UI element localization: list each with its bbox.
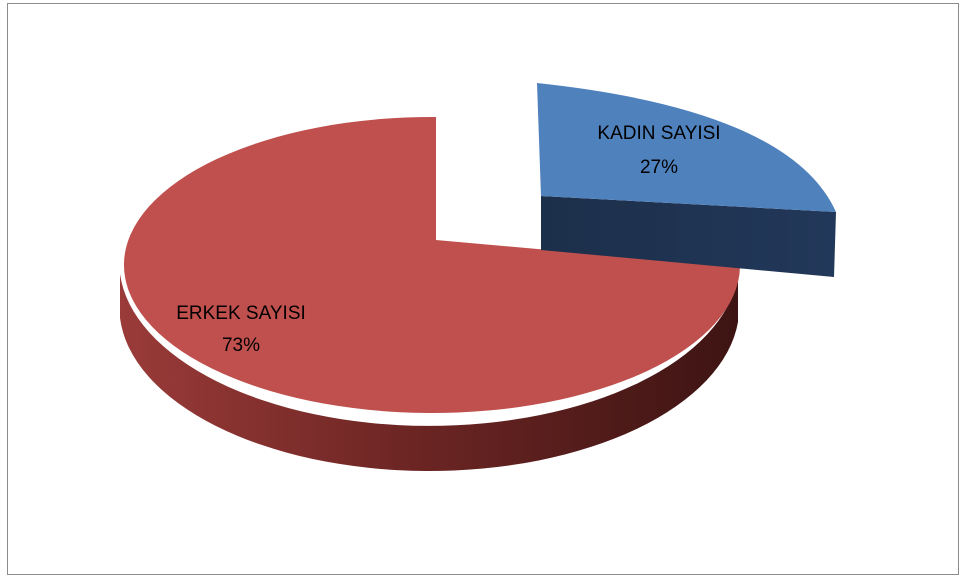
slice-kadin-side xyxy=(541,196,836,277)
slice-erkek-side xyxy=(120,274,738,471)
slice-kadin-top xyxy=(537,83,836,212)
slice-label-kadin: KADIN SAYISI xyxy=(597,123,720,144)
slice-value-kadin: 27% xyxy=(640,157,678,178)
slice-kadin xyxy=(537,83,836,277)
slice-erkek-top xyxy=(123,116,741,414)
slice-erkek xyxy=(120,116,741,471)
slice-label-erkek: ERKEK SAYISI xyxy=(176,303,306,324)
slice-value-erkek: 73% xyxy=(222,335,260,356)
